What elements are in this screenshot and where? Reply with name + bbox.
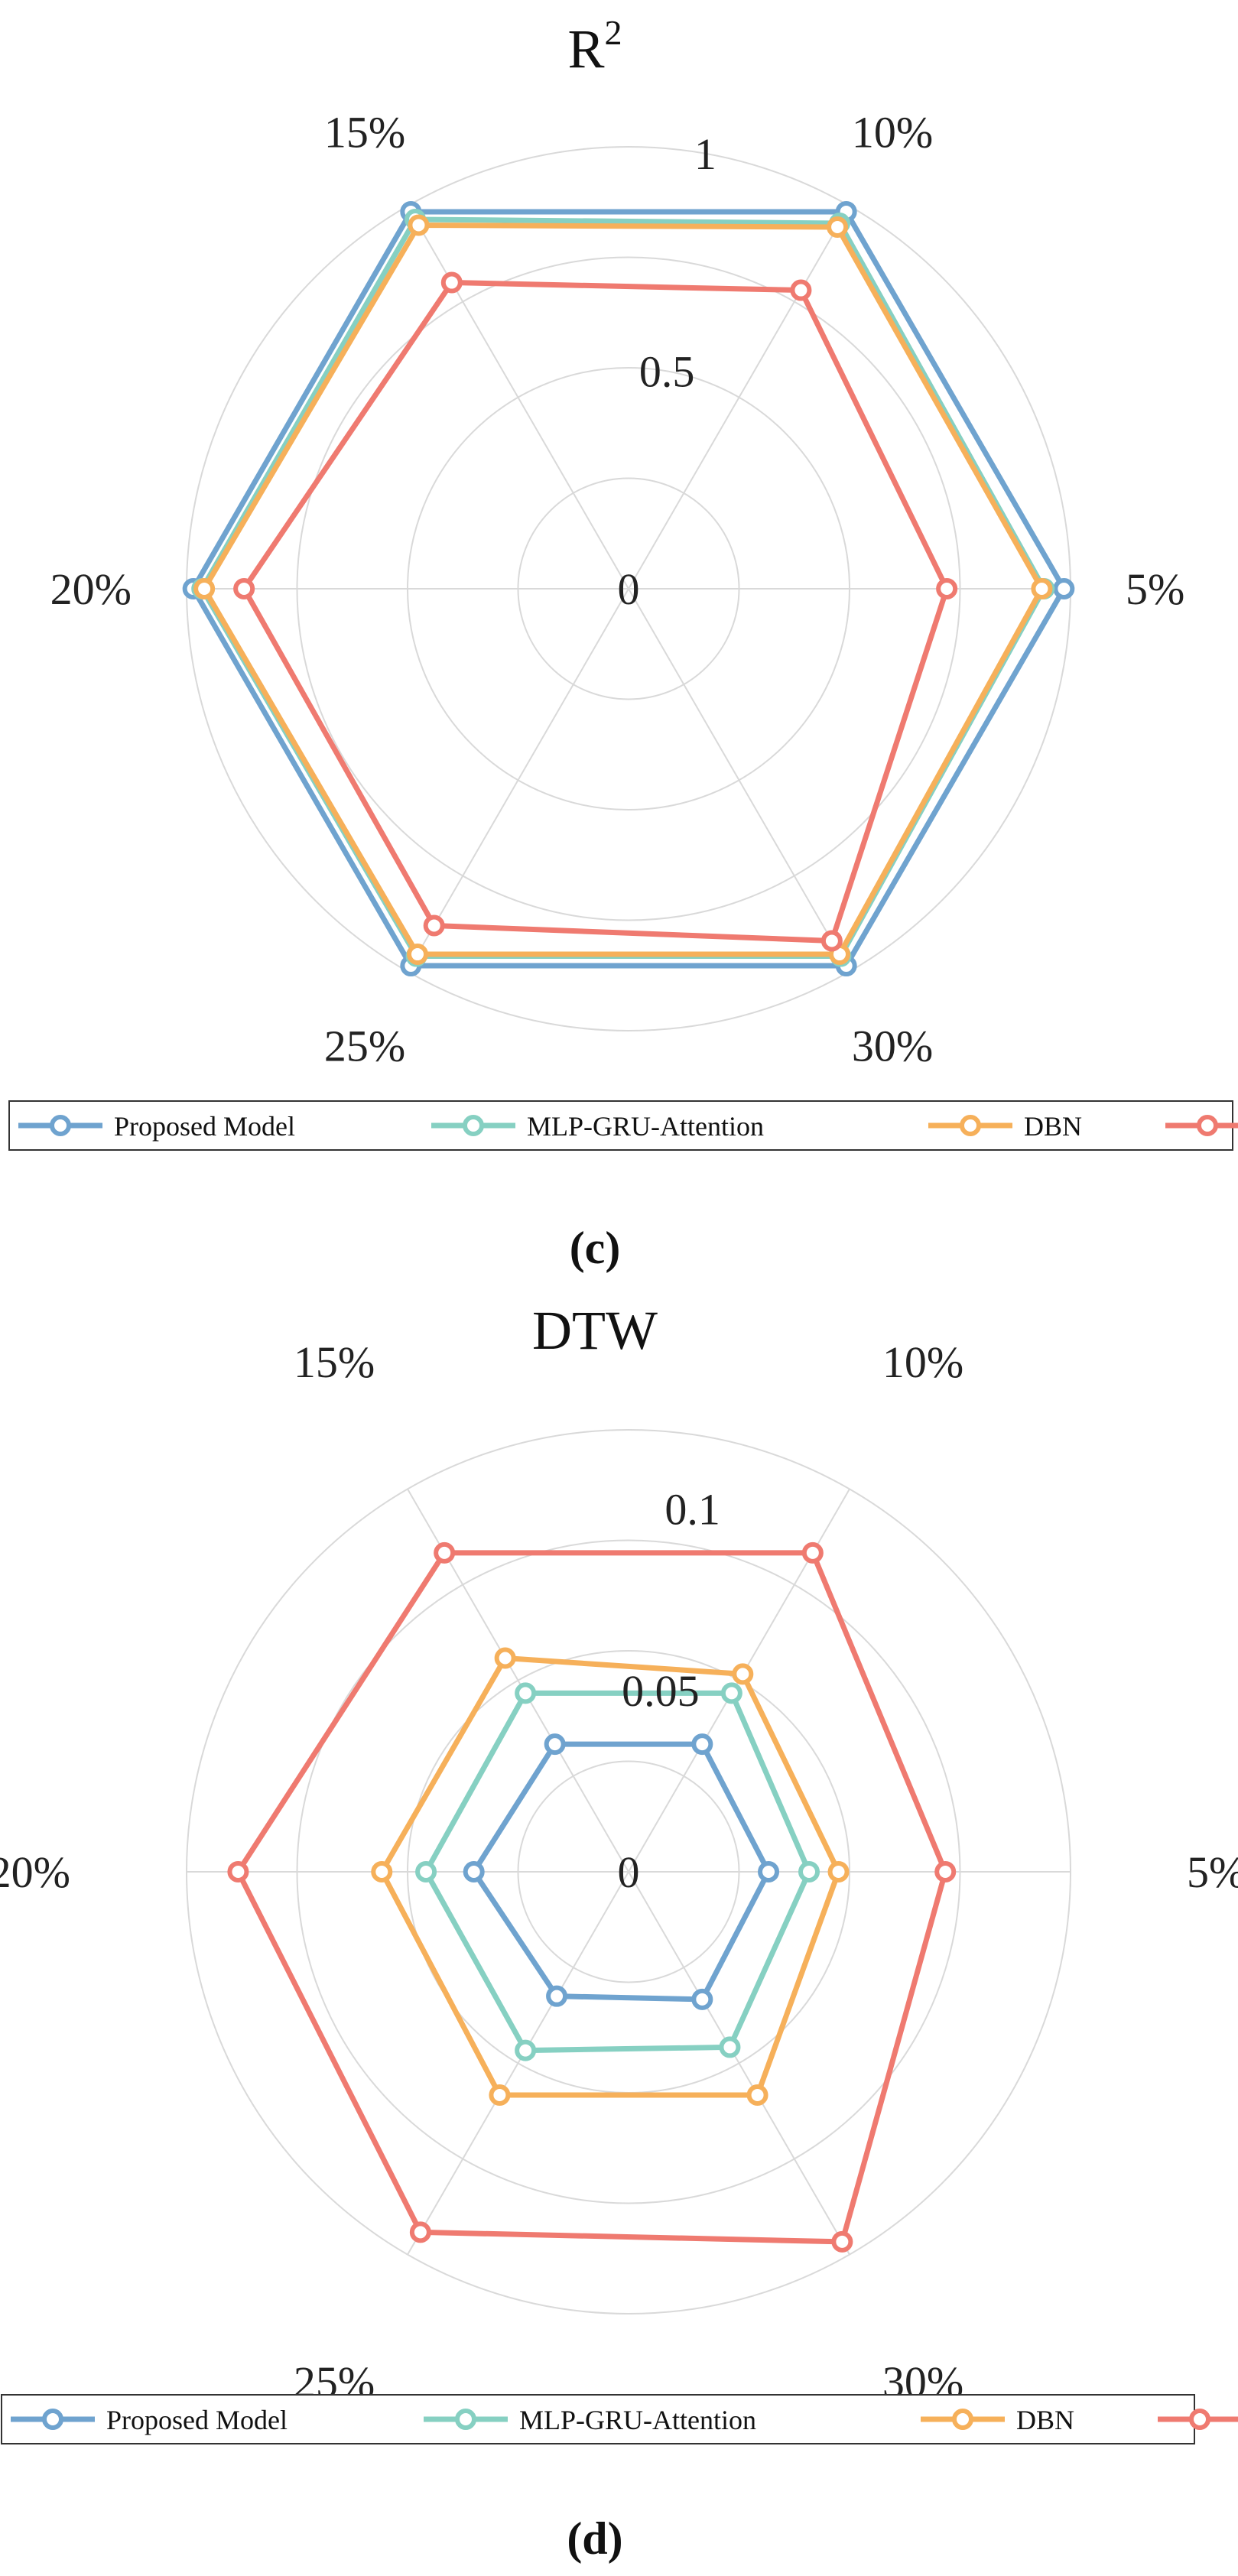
series-group <box>227 1541 957 2253</box>
data-point-proposed <box>691 1733 713 1756</box>
data-point-proposed <box>1053 578 1075 599</box>
data-point-physical <box>423 914 445 937</box>
data-point-physical <box>434 1541 456 1564</box>
radar-chart-dtw: DTW 00.050.1 5%10%15%20%25%30% Proposed … <box>0 1300 1238 2564</box>
category-label: 10% <box>882 1337 963 1387</box>
data-point-physical <box>936 578 958 599</box>
legend-swatch-marker <box>463 1115 484 1136</box>
legend: Proposed Model MLP-GRU-Attention DBN Physic… <box>8 1100 1238 1151</box>
data-point-physical <box>440 271 463 294</box>
legend-label: MLP-GRU-Attention <box>527 1111 764 1142</box>
category-labels: 5% 10% 15% 20% 25% 30% <box>50 107 1185 1070</box>
data-point-physical <box>831 2230 853 2253</box>
legend-item-physical: Physical Model <box>1158 2409 1238 2430</box>
data-point-mlp <box>719 2036 741 2058</box>
data-point-physical <box>233 578 255 599</box>
chart-caption: (d) <box>567 2513 622 2564</box>
legend-item-dbn: DBN <box>928 1111 1082 1142</box>
chart-caption: (c) <box>570 1223 621 1273</box>
legend-item-proposed: Proposed Model <box>18 1111 295 1142</box>
data-point-mlp <box>415 1861 437 1882</box>
legend-item-physical: Physical Model <box>1165 1115 1238 1136</box>
data-point-mlp <box>720 1682 742 1704</box>
chart-title: DTW <box>532 1300 658 1361</box>
data-point-dbn <box>407 944 429 966</box>
data-point-physical <box>790 279 812 301</box>
data-point-physical <box>801 1541 824 1564</box>
radial-tick-label: 0.1 <box>664 1485 720 1535</box>
radial-tick-label: 0.5 <box>639 346 695 396</box>
data-point-dbn <box>732 1663 754 1685</box>
category-label: 30% <box>852 1022 933 1071</box>
data-point-physical <box>409 2221 431 2243</box>
data-point-dbn <box>489 2084 511 2106</box>
category-label: 15% <box>324 107 405 157</box>
radial-tick-label: 1 <box>694 129 716 179</box>
legend-item-mlp: MLP-GRU-Attention <box>424 2405 756 2435</box>
data-point-dbn <box>827 216 849 238</box>
data-point-dbn <box>408 214 430 236</box>
radar-chart-r2: R2 00.51 5%10%15%20%25% 30% Proposed Mode… <box>8 13 1238 1273</box>
category-label: 15% <box>294 1337 375 1387</box>
category-label: 20% <box>50 564 132 614</box>
legend-label: MLP-GRU-Attention <box>519 2405 756 2435</box>
grid-spoke <box>407 205 629 590</box>
data-point-proposed <box>546 1985 568 2007</box>
series-group <box>182 200 1075 977</box>
data-point-dbn <box>193 578 216 599</box>
radial-tick-labels: 00.51 <box>618 129 716 614</box>
grid-spoke <box>407 1871 629 2256</box>
legend-label: DBN <box>1016 2405 1074 2435</box>
data-point-mlp <box>515 1682 537 1704</box>
legend-item-mlp: MLP-GRU-Attention <box>431 1111 764 1142</box>
data-point-proposed <box>544 1733 566 1756</box>
legend-label: DBN <box>1024 1111 1082 1142</box>
grid-spoke <box>628 205 850 590</box>
radial-tick-label: 0.05 <box>622 1666 700 1716</box>
legend-label: Proposed Model <box>106 2405 288 2435</box>
legend-swatch-marker <box>50 1115 71 1136</box>
data-point-dbn <box>827 1861 850 1882</box>
grid-spoke <box>407 588 629 973</box>
legend-swatch-marker <box>952 2409 973 2430</box>
legend-swatch-marker <box>960 1115 981 1136</box>
data-point-mlp <box>798 1861 820 1882</box>
radial-tick-label: 0 <box>618 564 640 614</box>
data-point-dbn <box>371 1861 393 1882</box>
category-label: 5% <box>1187 1847 1238 1897</box>
legend-item-proposed: Proposed Model <box>11 2405 288 2435</box>
data-point-physical <box>934 1861 957 1882</box>
data-point-physical <box>820 930 843 952</box>
data-point-mlp <box>515 2039 537 2061</box>
legend-swatch-marker <box>42 2409 63 2430</box>
category-label: 20% <box>0 1847 70 1897</box>
category-label: 25% <box>324 1022 405 1071</box>
legend-label: Proposed Model <box>114 1111 295 1142</box>
data-point-dbn <box>1031 578 1053 599</box>
legend-swatch-marker <box>1189 2409 1210 2430</box>
data-point-proposed <box>691 1988 713 2010</box>
chart-title: R2 <box>567 13 622 80</box>
legend-swatch-marker <box>1197 1115 1218 1136</box>
category-label: 10% <box>852 107 933 157</box>
data-point-proposed <box>758 1861 780 1882</box>
data-point-physical <box>227 1861 249 1882</box>
legend: Proposed Model MLP-GRU-Attention DBN Physic… <box>1 2394 1238 2444</box>
legend-swatch-marker <box>455 2409 476 2430</box>
legend-box <box>8 1100 1233 1151</box>
grid-spoke <box>628 1871 850 2256</box>
data-point-dbn <box>746 2084 768 2106</box>
category-label: 5% <box>1126 564 1184 614</box>
radial-tick-labels: 0 0.05 0.1 <box>618 1485 720 1897</box>
data-point-proposed <box>463 1861 485 1882</box>
radial-tick-label: 0 <box>618 1847 640 1897</box>
series-line-physical <box>235 1550 948 2245</box>
grid-spoke <box>628 588 850 973</box>
data-point-dbn <box>494 1647 516 1669</box>
legend-item-dbn: DBN <box>921 2405 1074 2435</box>
grid-spokes <box>187 205 1071 973</box>
